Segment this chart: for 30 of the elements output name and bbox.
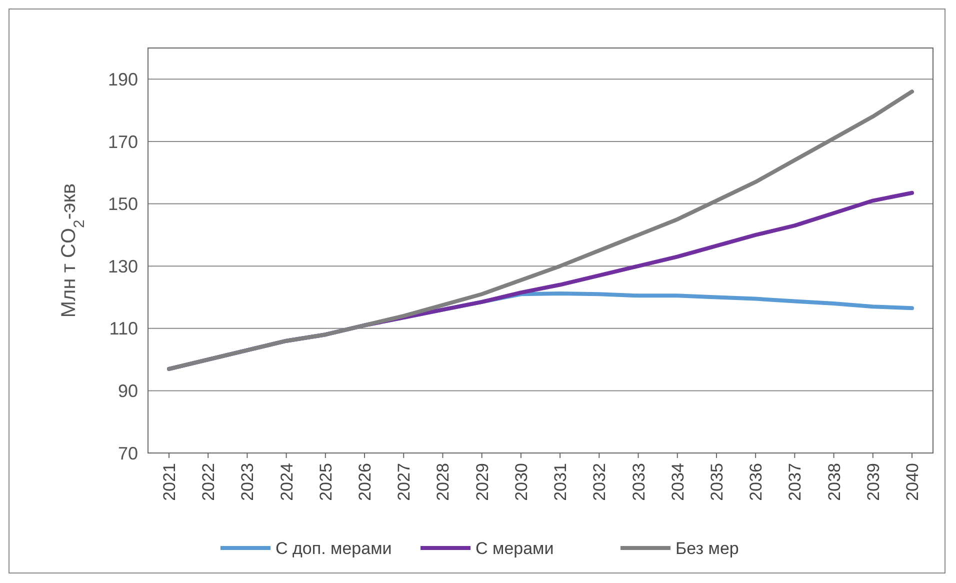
legend-label: С доп. мерами [276, 538, 392, 558]
x-tick-label: 2027 [394, 463, 414, 501]
y-tick-label: 110 [109, 318, 138, 339]
x-tick-label: 2021 [160, 463, 179, 501]
x-tick-label: 2023 [238, 463, 258, 501]
x-tick-label: 2029 [472, 463, 492, 501]
y-tick-label: 70 [118, 443, 138, 464]
y-tick-label: 90 [118, 380, 138, 401]
y-tick-label: 130 [108, 256, 138, 276]
x-tick-label: 2026 [356, 463, 375, 501]
x-tick-label: 2028 [434, 463, 453, 501]
y-tick-label: 190 [108, 69, 138, 90]
x-tick-label: 2025 [316, 463, 336, 501]
legend-label: С мерами [476, 538, 554, 558]
y-tick-label: 150 [108, 194, 138, 214]
x-tick-label: 2032 [590, 463, 610, 501]
x-tick-label: 2036 [746, 463, 766, 501]
x-tick-label: 2039 [864, 463, 883, 501]
x-tick-label: 2031 [551, 463, 570, 501]
x-tick-label: 2035 [707, 463, 726, 501]
x-tick-label: 2030 [512, 463, 531, 501]
x-tick-label: 2024 [277, 463, 296, 501]
x-tick-label: 2040 [903, 463, 922, 501]
legend-label: Без мер [676, 538, 739, 558]
x-tick-label: 2034 [668, 463, 688, 501]
x-tick-label: 2022 [199, 463, 218, 501]
x-tick-label: 2037 [786, 463, 805, 501]
x-tick-label: 2033 [629, 463, 648, 501]
y-tick-label: 170 [108, 132, 138, 152]
x-tick-label: 2038 [824, 463, 844, 501]
